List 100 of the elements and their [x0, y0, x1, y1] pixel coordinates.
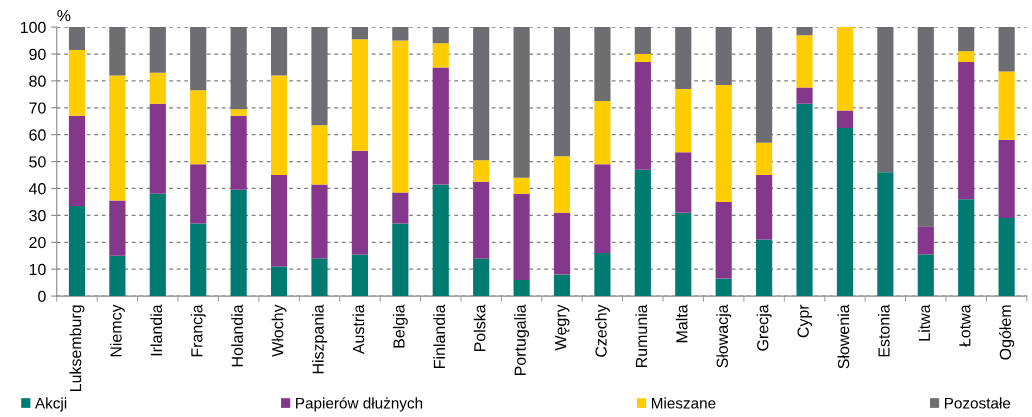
bar	[998, 27, 1015, 72]
y-tick-label: 30	[29, 210, 46, 222]
bar	[473, 160, 490, 182]
bar	[877, 172, 894, 297]
y-axis-title: %	[57, 10, 71, 22]
bar	[68, 27, 86, 50]
bar	[311, 184, 328, 259]
bar	[149, 193, 166, 297]
bar	[270, 27, 288, 76]
bar	[958, 51, 975, 63]
bar	[836, 110, 854, 128]
bar	[756, 239, 773, 297]
x-tick-label: Włochy	[271, 304, 287, 357]
bar	[675, 152, 692, 213]
y-tick-label: 0	[38, 290, 46, 303]
bar	[553, 156, 571, 213]
x-tick-label: Rumunia	[635, 304, 648, 368]
bar	[958, 62, 975, 200]
bar	[230, 27, 247, 110]
x-tick-label: Litwa	[918, 304, 931, 341]
bar	[109, 27, 126, 76]
bar	[634, 62, 651, 170]
x-tick-label: Łotwa	[959, 304, 971, 347]
bar	[270, 175, 288, 267]
y-tick-label: 20	[29, 236, 46, 249]
bar	[230, 115, 247, 190]
bar	[68, 115, 86, 206]
bar	[190, 223, 207, 297]
bar	[796, 103, 813, 297]
y-tick-label: 40	[28, 183, 46, 195]
bar	[432, 27, 449, 44]
bar	[594, 27, 611, 102]
legend-label: Papierów dłużnych	[296, 397, 423, 412]
bar	[392, 40, 409, 193]
x-tick-label: Hiszpania	[312, 304, 327, 374]
x-tick-label: Słowenia	[837, 304, 850, 369]
x-tick-label: Niemcy	[109, 304, 125, 357]
x-tick-label: Cypr	[797, 304, 812, 338]
y-tick-label: 90	[29, 48, 46, 60]
bar	[392, 223, 409, 297]
x-tick-label: Francja	[190, 304, 206, 357]
bar	[473, 258, 490, 297]
bar	[230, 189, 247, 297]
bar	[351, 39, 368, 151]
bar	[432, 184, 449, 297]
y-tick-label: 60	[29, 129, 46, 141]
bar	[109, 255, 126, 297]
x-tick-label: Belgia	[392, 304, 408, 348]
bar	[230, 109, 247, 116]
y-tick-label: 70	[29, 102, 46, 114]
y-tick-label: 80	[29, 75, 46, 87]
legend-label: Akcji	[34, 397, 67, 412]
bar	[998, 71, 1015, 141]
bar	[594, 101, 611, 165]
bar	[634, 27, 651, 54]
bar	[796, 87, 813, 104]
bar	[715, 27, 732, 85]
bar	[958, 199, 975, 297]
bar	[877, 27, 894, 173]
x-tick-label: Ogółem	[999, 305, 1015, 360]
bar	[675, 88, 692, 153]
bar	[190, 90, 207, 165]
bar	[958, 27, 975, 52]
x-tick-label: Węgry	[555, 304, 570, 351]
x-tick-label: Luksemburg	[69, 305, 85, 391]
bar	[109, 75, 126, 201]
y-tick-label: 10	[29, 263, 46, 276]
bar	[594, 253, 611, 297]
x-tick-label: Czechy	[594, 304, 610, 357]
bar	[917, 27, 934, 227]
bar	[917, 226, 934, 255]
bar	[756, 142, 773, 176]
bar	[513, 27, 530, 178]
bar	[473, 181, 490, 259]
bar	[351, 27, 368, 40]
legend-label: Mieszane	[651, 397, 716, 409]
bar	[796, 35, 813, 88]
bar	[351, 150, 368, 255]
bar	[473, 27, 490, 161]
bar	[270, 75, 288, 176]
x-tick-label: Austria	[352, 304, 365, 355]
x-tick-label: Irlandia	[150, 304, 163, 356]
bar	[513, 177, 530, 194]
bar	[392, 27, 409, 41]
bar	[68, 205, 86, 297]
bar	[796, 27, 813, 36]
bar	[311, 258, 328, 297]
bar	[594, 164, 611, 254]
x-tick-label: Portugalia	[514, 304, 530, 376]
bar	[634, 169, 651, 297]
bar	[675, 212, 692, 297]
bar	[190, 27, 207, 91]
bar	[715, 84, 732, 202]
bar	[190, 164, 207, 224]
bar	[311, 27, 328, 126]
bar	[109, 200, 126, 256]
x-tick-label: Holandia	[231, 304, 243, 367]
bar	[836, 27, 854, 111]
bar	[553, 274, 571, 297]
x-tick-label: Finlandia	[433, 304, 446, 368]
